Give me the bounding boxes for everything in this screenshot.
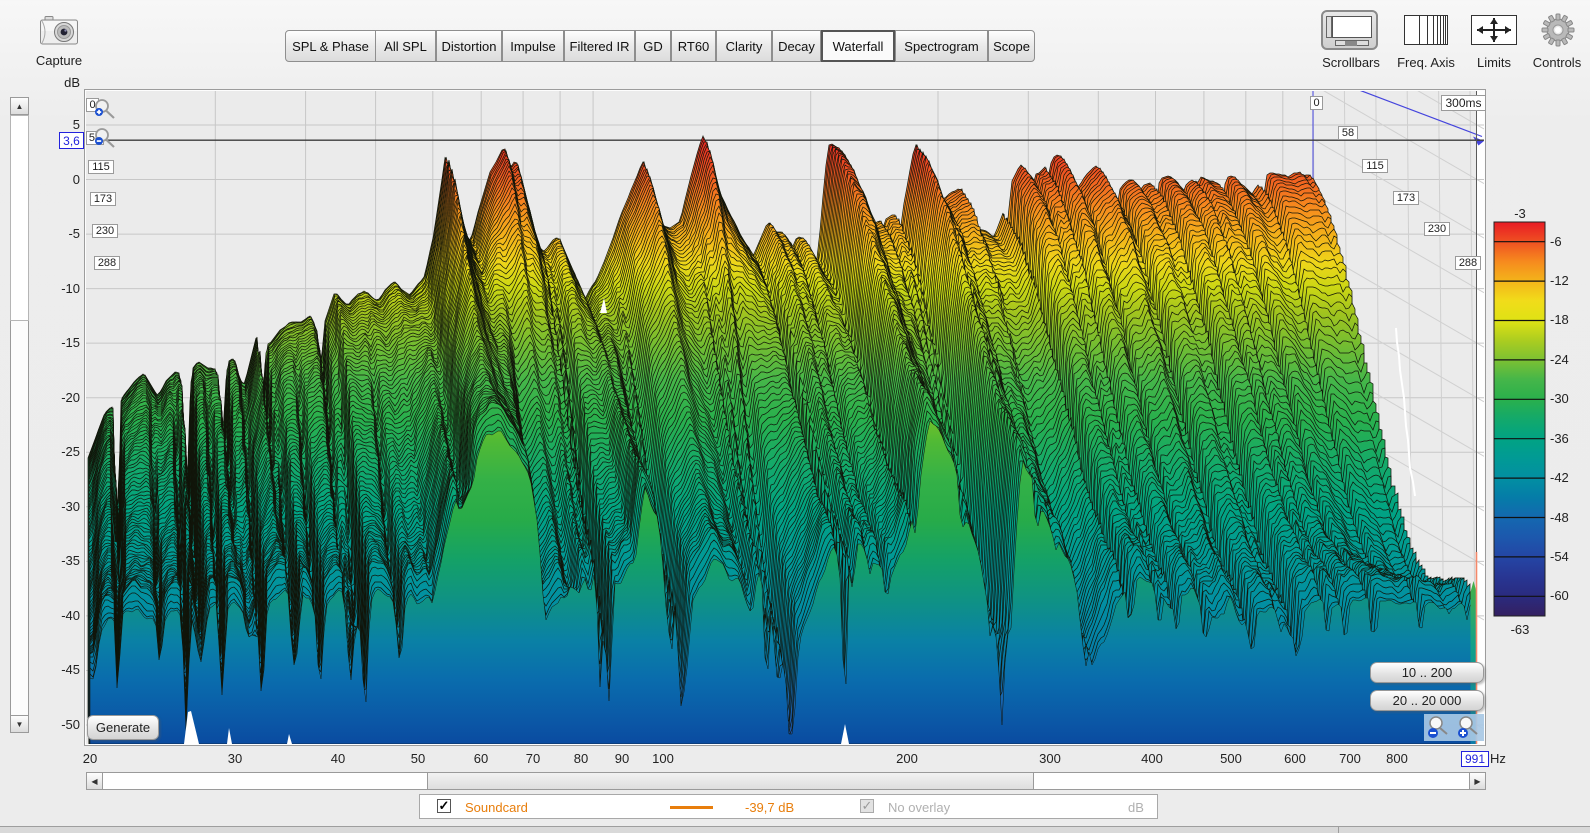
svg-text:-12: -12	[1550, 273, 1569, 288]
svg-text:-48: -48	[1550, 510, 1569, 525]
svg-text:-30: -30	[1550, 391, 1569, 406]
svg-text:-42: -42	[1550, 470, 1569, 485]
svg-text:-60: -60	[1550, 588, 1569, 603]
svg-text:-18: -18	[1550, 312, 1569, 327]
svg-text:-24: -24	[1550, 352, 1569, 367]
svg-text:-36: -36	[1550, 431, 1569, 446]
svg-text:-54: -54	[1550, 549, 1569, 564]
svg-text:-3: -3	[1514, 206, 1526, 221]
svg-text:-6: -6	[1550, 234, 1562, 249]
svg-text:-63: -63	[1511, 622, 1530, 637]
